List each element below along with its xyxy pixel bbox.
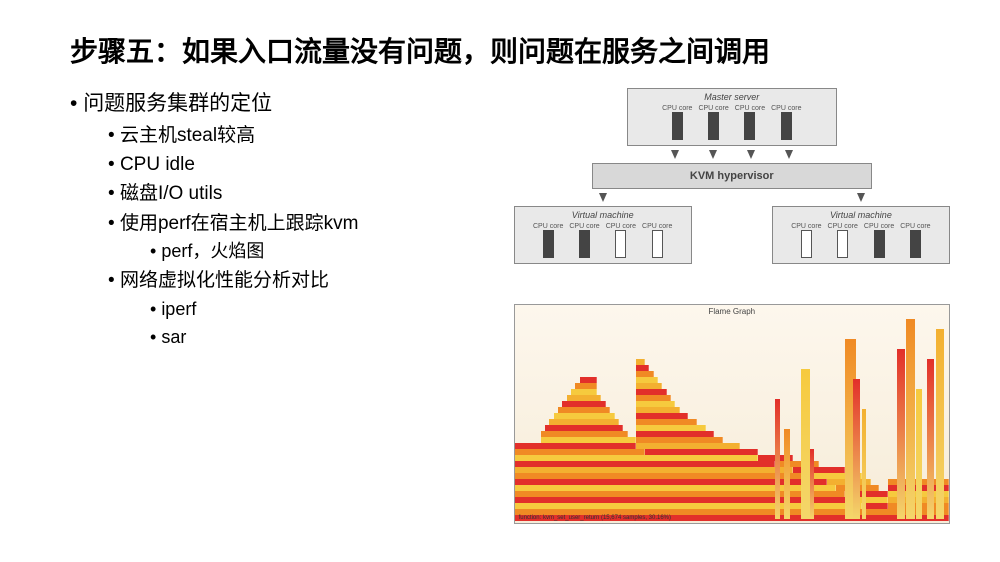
flame-frame: [554, 413, 615, 419]
vm-box-right: Virtual machine CPU coreCPU coreCPU core…: [772, 206, 950, 264]
bullet-l2: CPU idle: [108, 150, 484, 179]
flame-spike: [775, 399, 780, 519]
flame-frame: [567, 395, 602, 401]
flame-frame: [580, 377, 597, 383]
slide: 步骤五：如果入口流量没有问题，则问题在服务之间调用 问题服务集群的定位 云主机s…: [0, 0, 1000, 562]
flame-frame: [636, 365, 649, 371]
bullet-l3: perf，火焰图: [150, 238, 484, 266]
diagrams-column: Master server CPU coreCPU coreCPU coreCP…: [484, 88, 950, 542]
flame-frame: [541, 431, 628, 437]
flame-frame: [636, 371, 653, 377]
flame-spike: [862, 409, 866, 519]
flame-spike: [784, 429, 791, 519]
slide-title: 步骤五：如果入口流量没有问题，则问题在服务之间调用: [70, 30, 950, 70]
flame-spike: [916, 389, 921, 519]
flame-spike: [853, 379, 860, 519]
flame-frame: [636, 437, 723, 443]
flame-frame: [636, 407, 679, 413]
flame-frame: [545, 425, 623, 431]
slide-body: 问题服务集群的定位 云主机steal较高 CPU idle 磁盘I/O util…: [70, 88, 950, 542]
flame-frame: [562, 401, 605, 407]
flame-frame: [645, 449, 758, 455]
flame-frame: [636, 389, 666, 395]
bullet-l2: 使用perf在宿主机上跟踪kvm perf，火焰图: [108, 209, 484, 266]
flame-frame: [515, 479, 828, 485]
vm-box-left: Virtual machine CPU coreCPU coreCPU core…: [514, 206, 692, 264]
bullet-list: 问题服务集群的定位 云主机steal较高 CPU idle 磁盘I/O util…: [70, 88, 484, 542]
flame-frame: [636, 395, 671, 401]
flame-frame: [636, 401, 675, 407]
flame-spike: [936, 329, 944, 519]
flame-frame: [515, 455, 758, 461]
bullet-l3: sar: [150, 324, 484, 352]
flame-frame: [636, 377, 658, 383]
flame-frame: [636, 425, 706, 431]
flame-spike: [897, 349, 905, 519]
flame-frame: [558, 407, 610, 413]
flame-spike: [906, 319, 916, 519]
flame-frame: [636, 359, 645, 365]
flame-frame: [515, 473, 810, 479]
bullet-l2: 云主机steal较高: [108, 121, 484, 150]
flame-frame: [636, 413, 688, 419]
flame-spike: [810, 449, 814, 519]
bullet-l3: iperf: [150, 296, 484, 324]
flame-frame: [515, 449, 645, 455]
hypervisor-box: KVM hypervisor: [592, 163, 872, 189]
flame-frame: [541, 437, 637, 443]
architecture-diagram: Master server CPU coreCPU coreCPU coreCP…: [514, 88, 950, 264]
flame-spike: [801, 369, 810, 519]
flame-frame: [636, 419, 697, 425]
bullet-l1: 问题服务集群的定位 云主机steal较高 CPU idle 磁盘I/O util…: [70, 88, 484, 351]
flamegraph: Flame Graph function: kvm_set_user_retur…: [514, 304, 950, 524]
flame-frame: [636, 431, 714, 437]
arrows-down: [514, 150, 950, 159]
flame-frame: [575, 383, 597, 389]
flame-frame: [571, 389, 597, 395]
flame-frame: [515, 461, 776, 467]
bullet-l2: 磁盘I/O utils: [108, 179, 484, 208]
bullet-l2: 网络虚拟化性能分析对比 iperf sar: [108, 266, 484, 351]
flame-frame: [515, 467, 793, 473]
flame-spike: [927, 359, 934, 519]
master-server-box: Master server CPU coreCPU coreCPU coreCP…: [627, 88, 837, 146]
flame-frame: [636, 443, 740, 449]
flamegraph-footnote: function: kvm_set_user_return (15,674 sa…: [519, 515, 671, 521]
flame-frame: [549, 419, 619, 425]
flame-frame: [515, 443, 637, 449]
flame-frame: [515, 491, 845, 497]
flame-frame: [636, 383, 662, 389]
